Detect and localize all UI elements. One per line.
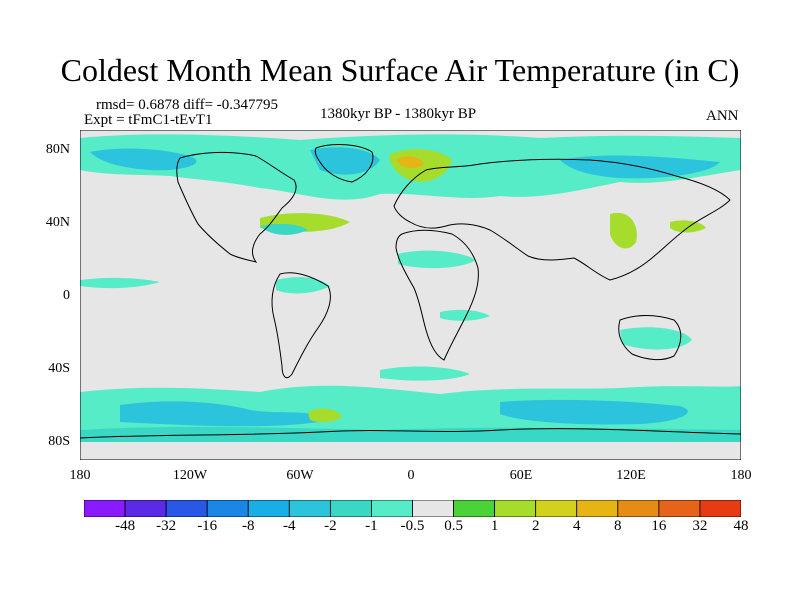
colorbar-tick-label: -16: [197, 518, 218, 534]
lon-label-60w: 60W: [286, 468, 314, 483]
experiment-label: Expt = tFmC1-tEvT1: [84, 112, 213, 128]
colorbar-swatch: [371, 500, 413, 517]
colorbar-swatch: [494, 500, 537, 517]
lat-label-0: 0: [63, 288, 70, 303]
colorbar-swatch: [84, 500, 126, 517]
antarctic-anomaly: [80, 426, 741, 442]
colorbar-swatch: [617, 500, 660, 517]
colorbar-swatch: [453, 500, 496, 517]
colorbar-swatch: [165, 500, 208, 517]
north-pacific-anomaly: [90, 148, 197, 171]
colorbar-swatch: [412, 500, 454, 517]
north-atlantic-anomaly: [260, 223, 308, 235]
southern-ocean-anomaly-strong: [120, 401, 330, 427]
map-title: Coldest Month Mean Surface Air Temperatu…: [60, 52, 740, 88]
lon-label-120w: 120W: [172, 468, 208, 483]
lon-label-120e: 120E: [616, 468, 646, 483]
lon-label-180w: 180: [69, 468, 91, 483]
lat-label-40s: 40S: [48, 361, 70, 376]
colorbar-tick-label: -0.5: [400, 518, 425, 534]
west-pacific-anomaly: [670, 220, 706, 233]
colorbar-tick-label: 4: [573, 518, 581, 534]
colorbar-tick-label: 32: [692, 518, 708, 534]
colorbar-tick-label: 2: [531, 518, 540, 534]
season-label: ANN: [706, 108, 739, 124]
colorbar-tick-label: -1: [365, 518, 378, 534]
colorbar-swatch: [206, 500, 249, 517]
tropical-anomaly: [80, 277, 160, 289]
colorbar-tick-label: -32: [156, 518, 177, 534]
colorbar-swatch: [288, 500, 331, 517]
colorbar-swatch: [124, 500, 167, 517]
colorbar-tick-label: 8: [614, 518, 622, 534]
colorbar-swatch: [699, 500, 741, 517]
colorbar-swatch: [576, 500, 619, 517]
colorbar-tick-label: -48: [115, 518, 136, 534]
colorbar-tick-label: 0.5: [444, 518, 463, 534]
scandinavia-anomaly-warm: [396, 156, 424, 169]
colorbar-swatch: [247, 500, 290, 517]
atlantic-anomaly: [380, 366, 470, 381]
tropical-anomaly: [276, 277, 330, 294]
lon-label-180e: 180: [730, 468, 752, 483]
east-asia-anomaly: [610, 212, 637, 249]
colorbar-tick-label: -8: [242, 518, 255, 534]
colorbar-tick-label: 48: [733, 518, 749, 534]
colorbar-tick-label: 16: [651, 518, 667, 534]
stats-label: rmsd= 0.6878 diff= -0.347795: [96, 97, 279, 113]
greenland-anomaly: [310, 147, 380, 175]
colorbar-tick-label: 1: [490, 518, 499, 534]
world-map: [80, 130, 741, 460]
tropical-anomaly: [398, 250, 476, 269]
southern-ocean-anomaly-strong: [500, 399, 688, 425]
lon-label-60e: 60E: [509, 468, 533, 483]
lat-label-80s: 80S: [48, 434, 70, 449]
colorbar-tick-label: -2: [324, 518, 337, 534]
colorbar-swatch: [658, 500, 701, 517]
coastlines: [80, 144, 741, 439]
weddell-anomaly: [308, 408, 342, 423]
period-label: 1380kyr BP - 1380kyr BP: [320, 106, 477, 122]
lat-label-80n: 80N: [45, 142, 70, 157]
colorbar-tick-label: -4: [283, 518, 296, 534]
lat-label-40n: 40N: [45, 215, 70, 230]
colorbar: [84, 500, 741, 517]
australia-anomaly: [620, 327, 692, 350]
lon-label-0: 0: [407, 468, 415, 483]
tropical-anomaly: [440, 309, 490, 321]
colorbar-swatch: [329, 500, 372, 517]
colorbar-swatch: [535, 500, 578, 517]
